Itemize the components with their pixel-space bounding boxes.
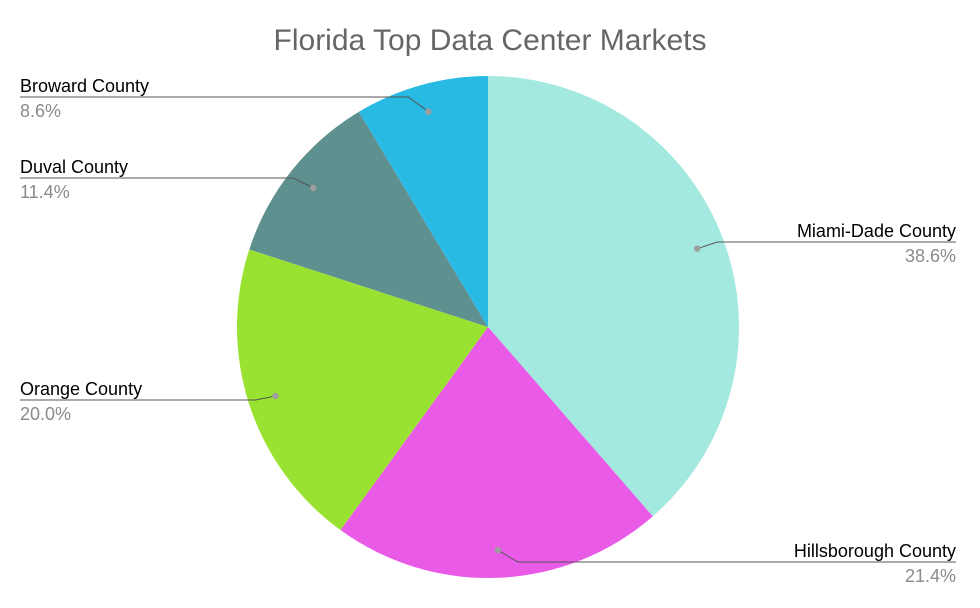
slice-percent-duval-county: 11.4% bbox=[20, 182, 70, 202]
labels-layer: Miami-Dade County 38.6% Hillsborough Count… bbox=[20, 76, 956, 586]
slice-percent-broward-county: 8.6% bbox=[20, 101, 61, 121]
pie-slice-duval-county bbox=[249, 111, 488, 327]
slice-label-broward-county: Broward County bbox=[20, 76, 149, 96]
slice-label-orange-county: Orange County bbox=[20, 379, 142, 399]
slice-percent-miami-dade-county: 38.6% bbox=[905, 246, 956, 266]
slice-percent-hillsborough-county: 21.4% bbox=[905, 566, 956, 586]
slice-label-miami-dade-county: Miami-Dade County bbox=[797, 221, 956, 241]
pie-slice-miami-dade-county bbox=[488, 76, 740, 517]
leader-line-duval-county bbox=[20, 177, 314, 189]
leader-dot-hillsborough-county bbox=[494, 546, 502, 554]
leader-line-hillsborough-county bbox=[497, 549, 956, 563]
pie-slice-orange-county bbox=[236, 249, 488, 531]
leader-line-miami-dade-county bbox=[697, 241, 956, 250]
pie-slice-hillsborough-county bbox=[340, 327, 653, 578]
chart-title: Florida Top Data Center Markets bbox=[274, 24, 707, 57]
pie-slice-broward-county bbox=[358, 76, 488, 327]
slice-label-duval-county: Duval County bbox=[20, 157, 128, 177]
leader-dot-broward-county bbox=[425, 108, 432, 115]
leader-line-orange-county bbox=[20, 395, 276, 401]
leader-dot-orange-county bbox=[272, 392, 279, 400]
leader-dot-duval-county bbox=[310, 184, 317, 192]
leader-line-broward-county bbox=[20, 96, 429, 113]
slice-percent-orange-county: 20.0% bbox=[20, 404, 71, 424]
leader-dot-miami-dade-county bbox=[694, 245, 701, 252]
slice-label-hillsborough-county: Hillsborough County bbox=[794, 541, 956, 561]
slices-layer bbox=[236, 76, 740, 578]
